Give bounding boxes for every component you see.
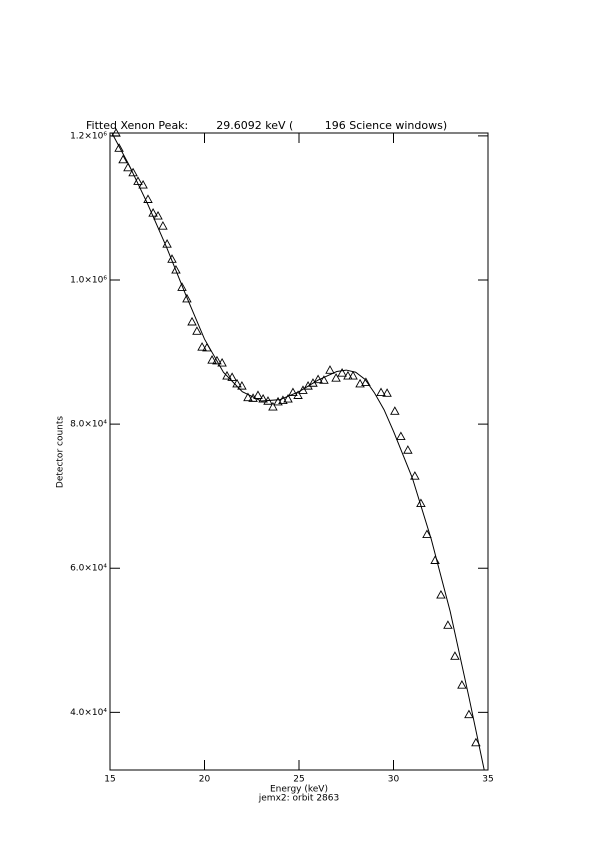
data-point (118, 154, 128, 164)
x-tick-label: 25 (293, 775, 304, 785)
data-point (298, 385, 308, 394)
data-point (207, 355, 217, 364)
data-point (217, 357, 227, 367)
data-point (348, 370, 358, 380)
data-point (187, 316, 197, 326)
y-tick-label: 1.0×10⁶ (70, 276, 107, 286)
data-point (128, 167, 138, 177)
data-point (138, 179, 148, 189)
data-point (403, 445, 413, 454)
data-point (319, 375, 329, 384)
y-tick-label: 4.0×10⁴ (70, 708, 107, 718)
chart-title: Fitted Xenon Peak: 29.6092 keV ( 196 Sci… (86, 119, 447, 132)
data-point (114, 143, 124, 152)
data-point (376, 387, 386, 397)
x-axis-label: Energy (keV) (270, 785, 328, 795)
data-point (222, 370, 232, 380)
data-point (382, 388, 392, 397)
x-tick-label: 15 (104, 775, 115, 785)
data-point (337, 368, 347, 377)
data-point (390, 406, 400, 415)
data-point (258, 393, 268, 403)
data-point (167, 254, 177, 263)
data-point (197, 342, 207, 351)
data-point (158, 221, 168, 230)
data-point (422, 529, 432, 539)
data-point (303, 380, 313, 390)
y-tick-label: 6.0×10⁴ (70, 564, 107, 574)
data-point (182, 293, 192, 303)
data-point (212, 355, 222, 365)
x-tick-label: 30 (388, 775, 400, 785)
y-tick-label: 1.2×10⁶ (70, 131, 107, 141)
data-point (293, 390, 303, 399)
y-tick-label: 8.0×10⁴ (70, 420, 107, 430)
data-point (171, 264, 181, 274)
data-point (410, 471, 420, 480)
data-point (331, 373, 341, 382)
data-point (143, 194, 153, 203)
data-point (396, 431, 406, 441)
data-point (355, 378, 365, 388)
data-point (237, 380, 247, 390)
data-point (325, 365, 335, 374)
y-axis-label: Detector counts (56, 416, 66, 488)
data-point (464, 709, 474, 719)
subtitle: jemx2: orbit 2863 (258, 794, 339, 804)
data-point (450, 651, 460, 660)
data-point (153, 210, 163, 220)
data-point (232, 378, 242, 388)
data-point (343, 370, 353, 380)
data-point (283, 393, 293, 403)
x-tick-label: 20 (199, 775, 211, 785)
data-point (253, 390, 263, 399)
data-point (288, 387, 298, 397)
data-point (457, 680, 467, 689)
data-point (436, 589, 446, 599)
data-point (192, 326, 202, 335)
data-point (111, 128, 121, 137)
data-point (361, 377, 371, 386)
x-tick-label: 35 (482, 775, 493, 785)
data-point (268, 401, 278, 411)
data-point (177, 282, 187, 291)
fit-line (111, 132, 485, 771)
data-point (443, 620, 453, 629)
data-point (243, 392, 253, 402)
